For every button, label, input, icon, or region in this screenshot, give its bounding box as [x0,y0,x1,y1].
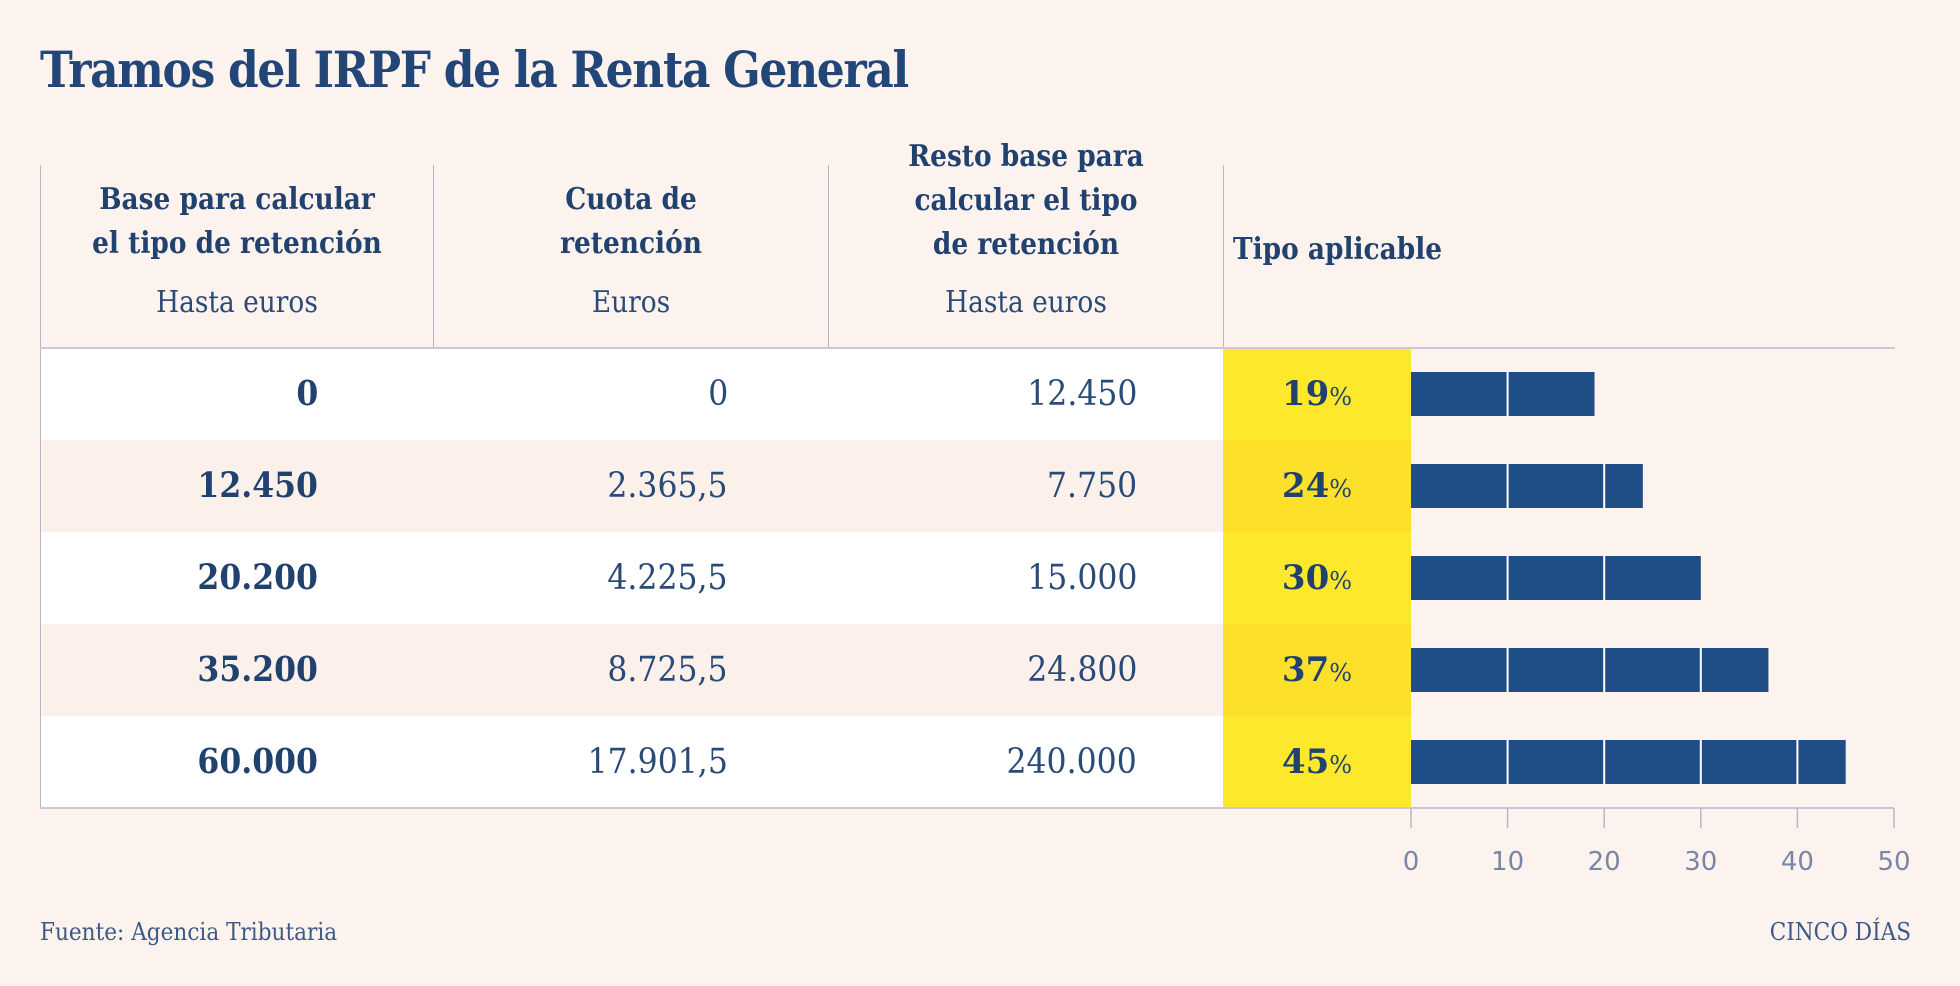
header-base-line-1: Base para calcular [99,182,375,217]
bar-12.450 [1411,464,1643,508]
x-tick-label: 20 [1588,847,1621,877]
tipo-number: 30 [1281,558,1330,598]
header-resto: Resto base para calcular el tipo de rete… [853,135,1200,267]
table-bottom-border [40,807,1412,809]
bar-60.000 [1411,740,1846,784]
x-tick-label: 0 [1403,847,1420,877]
bar-20.200 [1411,556,1701,600]
x-tick-label: 10 [1491,847,1524,877]
tipo-highlight-cell [1223,348,1411,440]
column-divider-3 [1223,165,1224,348]
cell-resto: 7.750 [1046,466,1137,506]
cell-base: 60.000 [197,741,318,782]
subheader-cuota: Euros [591,285,671,320]
cell-resto: 12.450 [1026,374,1137,414]
cell-cuota: 2.365,5 [607,466,728,506]
tipo-value: 30% [1223,532,1411,624]
header-tipo: Tipo aplicable [1233,232,1443,267]
percent-sign: % [1329,567,1353,595]
cell-base: 35.200 [197,649,318,690]
tipo-value: 24% [1223,440,1411,532]
tipo-highlight-cell [1223,624,1411,716]
header-resto-line-1: Resto base para [908,139,1144,174]
header-base: Base para calcular el tipo de retención [65,178,410,266]
cell-base: 20.200 [197,557,318,598]
cell-cuota: 17.901,5 [587,742,728,782]
tipo-number: 19 [1281,374,1330,414]
chart-title: Tramos del IRPF de la Renta General [40,40,909,99]
percent-sign: % [1329,383,1353,411]
tipo-highlight-cell [1223,440,1411,532]
table-row: 12.450 2.365,5 7.750 [41,440,1223,532]
subheader-base: Hasta euros [156,285,318,320]
header-cuota: Cuota de retención [458,178,805,266]
header-resto-line-3: de retención [932,227,1120,262]
cell-base: 0 [296,373,318,414]
tipo-highlight-cell [1223,532,1411,624]
cell-cuota: 8.725,5 [607,650,728,690]
cell-base: 12.450 [197,465,318,506]
header-base-line-2: el tipo de retención [92,226,382,261]
tipo-number: 24 [1281,466,1330,506]
tipo-value: 19% [1223,348,1411,440]
tipo-value: 37% [1223,624,1411,716]
cell-resto: 240.000 [1006,742,1137,782]
header-cuota-line-2: retención [560,226,702,261]
header-cuota-line-1: Cuota de [565,182,697,217]
percent-sign: % [1329,475,1353,503]
table-row: 20.200 4.225,5 15.000 [41,532,1223,624]
cell-resto: 24.800 [1026,650,1137,690]
cell-cuota: 4.225,5 [607,558,728,598]
header-divider [40,347,1895,349]
cell-cuota: 0 [707,374,728,414]
table-row: 60.000 17.901,5 240.000 [41,716,1223,808]
bar-35.200 [1411,648,1769,692]
tipo-number: 37 [1281,650,1330,690]
tipo-number: 45 [1281,742,1330,782]
tipo-highlight-cell [1223,716,1411,808]
header-resto-line-2: calcular el tipo [914,183,1138,218]
x-tick-label: 40 [1781,847,1814,877]
bar-0 [1411,372,1595,416]
cell-resto: 15.000 [1026,558,1137,598]
percent-sign: % [1329,751,1353,779]
tipo-value: 45% [1223,716,1411,808]
source-note: Fuente: Agencia Tributaria [40,918,338,946]
table-row: 0 0 12.450 [41,348,1223,440]
percent-sign: % [1329,659,1353,687]
brand-credit: CINCO DÍAS [1769,918,1911,946]
table-left-border [40,165,41,808]
x-tick-label: 50 [1877,847,1910,877]
x-tick-label: 30 [1684,847,1717,877]
table-row: 35.200 8.725,5 24.800 [41,624,1223,716]
subheader-resto: Hasta euros [945,285,1107,320]
